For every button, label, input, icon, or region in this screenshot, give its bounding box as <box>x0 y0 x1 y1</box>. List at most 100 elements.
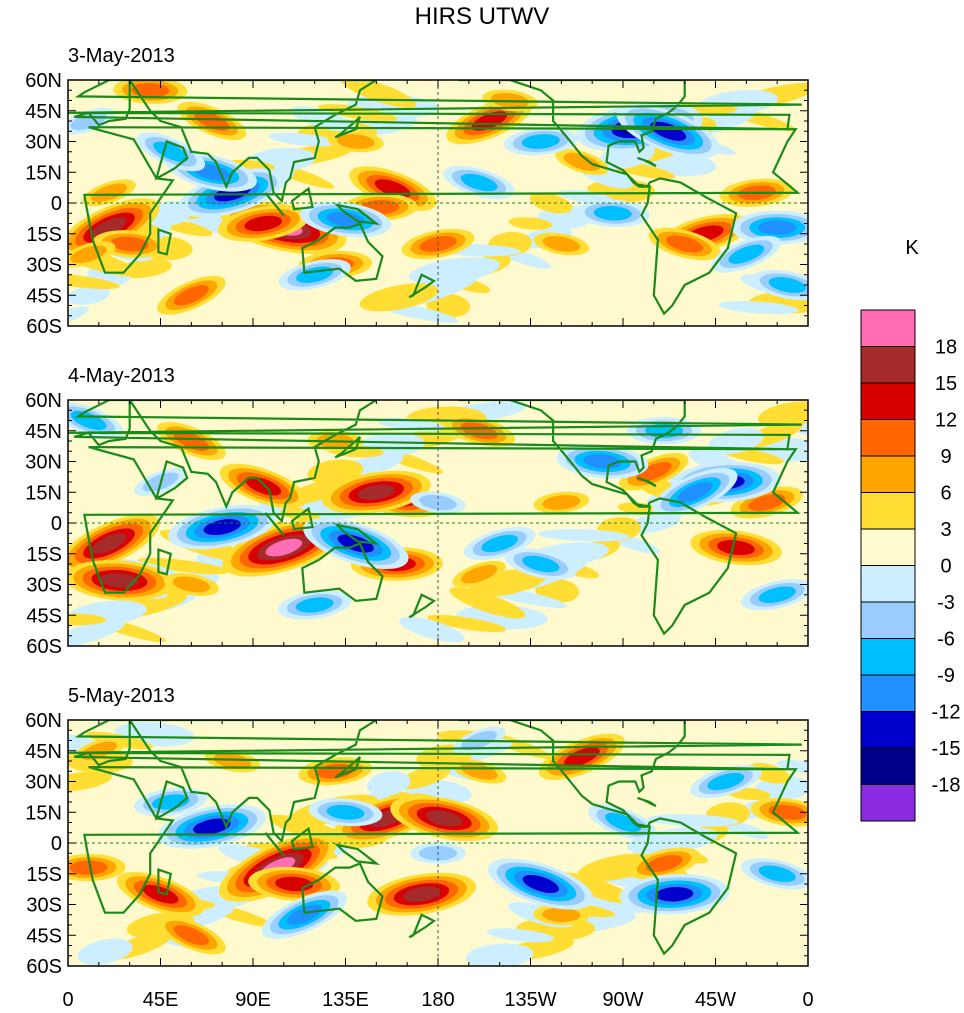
colorbar-tick-label: 15 <box>935 373 957 395</box>
anomaly-blob <box>504 548 577 580</box>
latitude-tick-label: 30S <box>26 895 62 917</box>
longitude-axis: 0 45E 90E 135E 180 135W 90W 45W 0 <box>62 989 813 1011</box>
anomaly-patch <box>529 192 573 214</box>
anomaly-patch <box>465 943 534 966</box>
latitude-tick-label: 15S <box>26 544 62 566</box>
latitude-tick-label: 60N <box>25 710 62 732</box>
map-panel-may-5: 5-May-2013 60N 45N 30N 15N 0 15S 30S 45S 60S <box>25 685 809 978</box>
panel-date-label: 5-May-2013 <box>68 685 175 707</box>
anomaly-blob <box>463 526 536 561</box>
anomaly-blob <box>575 199 650 227</box>
anomaly-blob <box>308 798 383 827</box>
colorbar-unit: K <box>905 237 919 259</box>
anomaly-blob <box>648 227 721 261</box>
anomaly-patch <box>408 257 501 285</box>
anomaly-blob <box>690 764 762 799</box>
latitude-tick-label: 15S <box>26 224 62 246</box>
colorbar-tick-label: 0 <box>940 556 951 578</box>
anomaly-blob <box>299 201 392 238</box>
anomaly-patch <box>68 306 89 326</box>
colorbar-swatch <box>860 346 916 384</box>
colorbar-tick-label: -15 <box>932 738 961 760</box>
anomaly-patch <box>68 619 126 646</box>
anomaly-blob <box>690 530 782 566</box>
anomaly-blob <box>627 417 702 445</box>
coastlines <box>68 80 802 316</box>
colorbar-tick-label: -3 <box>937 592 955 614</box>
colorbar-tick-label: -9 <box>937 665 955 687</box>
longitude-tick-label: 0 <box>62 989 73 1011</box>
anomaly-blob <box>452 560 506 588</box>
anomaly-blob <box>619 874 730 915</box>
colorbar-swatch <box>860 382 916 420</box>
anomaly-blob <box>533 491 590 514</box>
latitude-tick-label: 45N <box>25 101 62 123</box>
anomaly-blob <box>219 463 307 509</box>
anomaly-blob <box>261 890 347 939</box>
anomaly-blob <box>555 148 609 176</box>
anomaly-blob <box>533 232 589 256</box>
anomaly-patch <box>68 771 112 792</box>
anomaly-blob <box>751 269 808 301</box>
longitude-tick-label: 90E <box>235 989 271 1011</box>
anomaly-blob <box>533 904 590 926</box>
anomaly-blob <box>136 132 206 172</box>
anomaly-patch <box>486 928 555 943</box>
panel-date-label: 3-May-2013 <box>68 45 175 67</box>
latitude-tick-label: 0 <box>51 513 62 535</box>
anomaly-blob <box>628 847 701 880</box>
anomaly-blob <box>731 210 808 245</box>
anomaly-blob <box>68 514 160 573</box>
anomaly-blob <box>556 444 649 479</box>
anomaly-blob <box>740 858 808 890</box>
anomaly-blob <box>217 205 309 242</box>
anomaly-blob <box>68 853 126 882</box>
latitude-tick-label: 15N <box>25 802 62 824</box>
anomaly-blob <box>740 579 808 611</box>
colorbar-swatch <box>860 747 916 785</box>
latitude-tick-label: 45N <box>25 741 62 763</box>
anomaly-blob <box>711 235 782 273</box>
colorbar-swatch <box>860 455 916 493</box>
latitude-tick-label: 45S <box>26 925 62 947</box>
anomaly-blob <box>82 179 136 207</box>
anomaly-patch <box>508 217 553 230</box>
latitude-tick-label: 30S <box>26 255 62 277</box>
colorbar-swatch <box>860 674 916 712</box>
longitude-tick-label: 135E <box>322 989 369 1011</box>
latitude-tick-label: 60S <box>26 636 62 658</box>
anomaly-blob <box>168 504 277 550</box>
anomaly-blob <box>367 872 476 916</box>
latitude-tick-label: 0 <box>51 833 62 855</box>
anomaly-blob <box>390 795 499 842</box>
colorbar-tick-label: 3 <box>940 519 951 541</box>
latitude-tick-label: 15N <box>25 482 62 504</box>
latitude-tick-label: 60N <box>25 70 62 92</box>
anomaly-blob <box>278 259 351 291</box>
anomaly-patch <box>307 459 364 485</box>
colorbar-swatch <box>860 419 916 457</box>
latitude-tick-label: 45N <box>25 421 62 443</box>
anomaly-blob <box>327 130 384 153</box>
longitude-tick-label: 45E <box>143 989 179 1011</box>
anomaly-patch <box>68 613 107 626</box>
anomaly-patch <box>776 760 808 775</box>
anomaly-blob <box>303 517 409 570</box>
anomaly-patch <box>646 814 739 827</box>
anomaly-blob <box>157 275 226 315</box>
anomaly-blob <box>321 470 431 514</box>
anomaly-blob <box>277 590 352 620</box>
anomaly-blob <box>503 127 578 156</box>
latitude-tick-label: 30N <box>25 772 62 794</box>
colorbar-swatch <box>860 711 916 749</box>
latitude-tick-label: 0 <box>51 193 62 215</box>
colorbar-swatch <box>860 638 916 676</box>
map-panel-may-3: 3-May-2013 60N 45N 30N 15N 0 15S 30S 45S 60S <box>25 45 809 338</box>
anomaly-blob <box>488 858 594 910</box>
anomaly-blob <box>163 573 219 596</box>
longitude-tick-label: 0 <box>802 989 813 1011</box>
anomaly-patch <box>77 938 133 965</box>
anomaly-blob <box>248 866 341 902</box>
anomaly-field <box>68 401 808 646</box>
